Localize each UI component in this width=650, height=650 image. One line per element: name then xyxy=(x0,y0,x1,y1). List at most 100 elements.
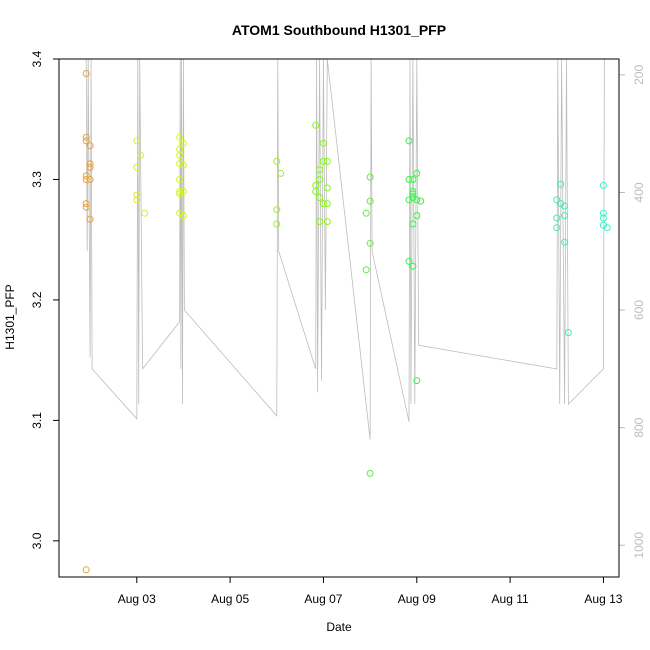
y2-tick-label: 400 xyxy=(632,182,646,202)
data-point xyxy=(405,176,413,183)
data-point xyxy=(82,176,90,183)
data-point xyxy=(362,209,370,217)
x-tick-label: Aug 07 xyxy=(304,592,342,606)
y2-tick-label: 600 xyxy=(632,300,646,320)
data-point xyxy=(603,224,611,232)
data-point xyxy=(316,194,324,201)
data-point xyxy=(277,169,285,177)
data-point xyxy=(176,160,184,168)
data-point xyxy=(82,566,90,574)
data-point xyxy=(413,212,421,220)
data-point xyxy=(561,202,569,210)
x-tick-label: Aug 09 xyxy=(398,592,436,606)
data-point xyxy=(179,139,187,147)
data-point xyxy=(86,142,94,150)
data-point xyxy=(599,182,607,189)
y-tick-label: 3.0 xyxy=(30,532,44,549)
data-point xyxy=(366,173,374,181)
data-point xyxy=(176,190,184,198)
data-point xyxy=(82,172,90,180)
data-point xyxy=(141,209,149,217)
data-point xyxy=(176,151,184,159)
data-point xyxy=(86,163,94,171)
data-point xyxy=(409,176,417,183)
y-tick-label: 3.2 xyxy=(30,291,44,308)
data-point xyxy=(417,197,425,205)
data-point xyxy=(179,161,187,169)
y2-tick-label: 800 xyxy=(632,417,646,437)
x-axis-label: Date xyxy=(326,620,352,634)
data-point xyxy=(86,215,94,223)
data-point xyxy=(176,133,184,141)
plot-frame xyxy=(58,58,620,578)
data-point xyxy=(413,196,421,204)
data-point xyxy=(553,224,561,232)
data-point xyxy=(319,200,327,208)
data-point xyxy=(557,180,565,188)
data-point xyxy=(133,191,141,199)
data-point xyxy=(133,137,141,145)
data-point xyxy=(405,137,413,145)
data-point xyxy=(561,238,569,246)
data-point xyxy=(599,209,607,217)
data-point xyxy=(366,469,374,477)
data-point xyxy=(176,188,184,195)
data-point xyxy=(137,151,145,159)
data-point xyxy=(561,212,569,220)
y-tick-label: 3.3 xyxy=(30,171,44,188)
data-point xyxy=(413,169,421,177)
data-point xyxy=(366,239,374,247)
y2-tick-label: 1000 xyxy=(632,532,646,559)
x-tick-label: Aug 05 xyxy=(211,592,249,606)
data-point xyxy=(409,220,417,228)
x-tick-label: Aug 03 xyxy=(118,592,156,606)
data-point xyxy=(133,196,141,204)
data-point xyxy=(82,70,90,77)
data-point xyxy=(405,257,413,265)
data-point xyxy=(362,266,370,274)
data-point xyxy=(323,184,331,192)
data-point xyxy=(323,200,331,208)
data-point xyxy=(86,160,94,168)
chart-title: ATOM1 Southbound H1301_PFP xyxy=(232,22,446,38)
data-point xyxy=(312,121,320,129)
y-axis-label: H1301_PFP xyxy=(3,284,17,349)
data-point xyxy=(599,214,607,222)
data-point xyxy=(316,176,324,183)
data-point xyxy=(176,176,184,183)
data-point xyxy=(409,190,417,198)
data-point xyxy=(273,220,281,228)
pressure-trace-layer xyxy=(85,59,605,440)
data-point xyxy=(312,188,320,195)
pressure-trace-line xyxy=(85,59,605,440)
data-point xyxy=(323,218,331,226)
data-point xyxy=(316,218,324,226)
data-point xyxy=(179,212,187,220)
data-point xyxy=(273,157,281,165)
y-tick-label: 3.1 xyxy=(30,412,44,429)
y2-tick-label: 200 xyxy=(632,65,646,85)
data-point xyxy=(82,137,90,145)
x-tick-label: Aug 13 xyxy=(584,592,622,606)
data-point xyxy=(323,157,331,165)
data-point xyxy=(273,206,281,214)
data-point xyxy=(564,329,572,336)
data-point xyxy=(409,262,417,270)
x-tick-label: Aug 11 xyxy=(492,592,529,606)
data-point xyxy=(553,196,561,204)
data-point xyxy=(86,176,94,183)
data-point xyxy=(82,200,90,208)
data-point xyxy=(133,163,141,171)
data-point xyxy=(82,133,90,141)
y-tick-label: 3.4 xyxy=(30,50,44,67)
data-point xyxy=(316,166,324,174)
data-point xyxy=(553,214,561,222)
data-point xyxy=(413,377,421,385)
points-layer xyxy=(82,70,611,574)
data-point xyxy=(82,203,90,211)
data-point xyxy=(319,157,327,165)
data-point xyxy=(176,209,184,217)
data-point xyxy=(366,197,374,205)
data-point xyxy=(319,139,327,147)
